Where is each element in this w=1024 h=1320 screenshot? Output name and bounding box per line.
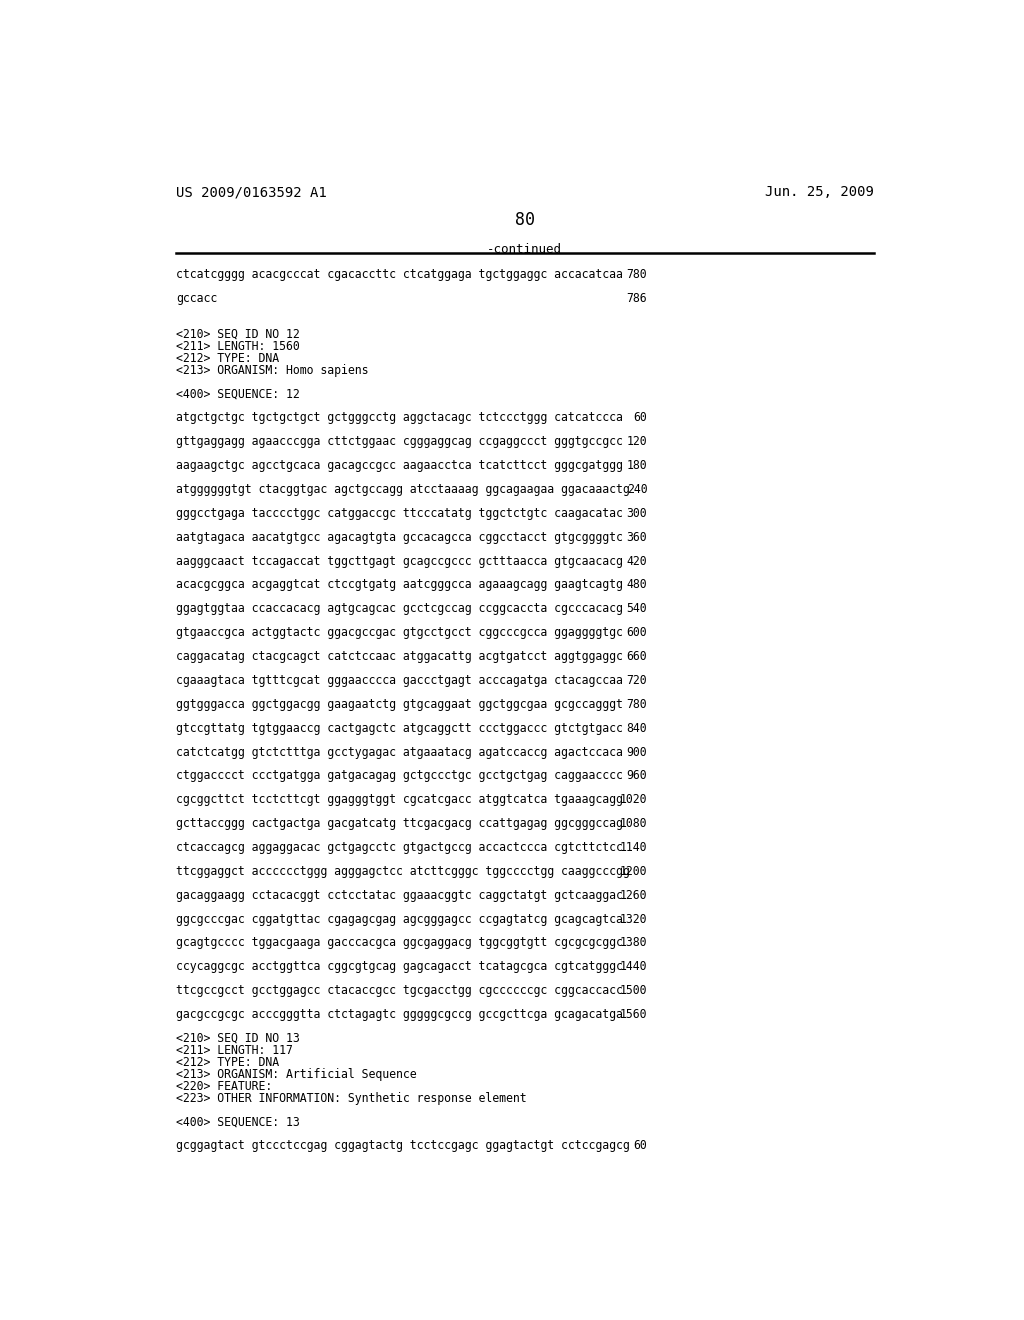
Text: 1320: 1320 [620, 912, 647, 925]
Text: <211> LENGTH: 117: <211> LENGTH: 117 [176, 1044, 293, 1057]
Text: <211> LENGTH: 1560: <211> LENGTH: 1560 [176, 339, 300, 352]
Text: <212> TYPE: DNA: <212> TYPE: DNA [176, 351, 280, 364]
Text: cgaaagtaca tgtttcgcat gggaacccca gaccctgagt acccagatga ctacagccaa: cgaaagtaca tgtttcgcat gggaacccca gaccctg… [176, 675, 623, 686]
Text: gacgccgcgc acccgggtta ctctagagtc gggggcgccg gccgcttcga gcagacatga: gacgccgcgc acccgggtta ctctagagtc gggggcg… [176, 1008, 623, 1022]
Text: gttgaggagg agaacccgga cttctggaac cgggaggcag ccgaggccct gggtgccgcc: gttgaggagg agaacccgga cttctggaac cgggagg… [176, 436, 623, 449]
Text: 786: 786 [627, 292, 647, 305]
Text: ggcgcccgac cggatgttac cgagagcgag agcgggagcc ccgagtatcg gcagcagtca: ggcgcccgac cggatgttac cgagagcgag agcggga… [176, 912, 623, 925]
Text: acacgcggca acgaggtcat ctccgtgatg aatcgggcca agaaagcagg gaagtcagtg: acacgcggca acgaggtcat ctccgtgatg aatcggg… [176, 578, 623, 591]
Text: 1080: 1080 [620, 817, 647, 830]
Text: gtccgttatg tgtggaaccg cactgagctc atgcaggctt ccctggaccc gtctgtgacc: gtccgttatg tgtggaaccg cactgagctc atgcagg… [176, 722, 623, 735]
Text: <223> OTHER INFORMATION: Synthetic response element: <223> OTHER INFORMATION: Synthetic respo… [176, 1092, 526, 1105]
Text: gcttaccggg cactgactga gacgatcatg ttcgacgacg ccattgagag ggcgggccag: gcttaccggg cactgactga gacgatcatg ttcgacg… [176, 817, 623, 830]
Text: 1020: 1020 [620, 793, 647, 807]
Text: US 2009/0163592 A1: US 2009/0163592 A1 [176, 185, 327, 199]
Text: ggagtggtaa ccaccacacg agtgcagcac gcctcgccag ccggcaccta cgcccacacg: ggagtggtaa ccaccacacg agtgcagcac gcctcgc… [176, 602, 623, 615]
Text: gacaggaagg cctacacggt cctcctatac ggaaacggtc caggctatgt gctcaaggac: gacaggaagg cctacacggt cctcctatac ggaaacg… [176, 888, 623, 902]
Text: -continued: -continued [487, 243, 562, 256]
Text: 60: 60 [634, 1139, 647, 1152]
Text: gccacc: gccacc [176, 292, 217, 305]
Text: atggggggtgt ctacggtgac agctgccagg atcctaaaag ggcagaagaa ggacaaactg: atggggggtgt ctacggtgac agctgccagg atccta… [176, 483, 630, 496]
Text: 1140: 1140 [620, 841, 647, 854]
Text: 600: 600 [627, 626, 647, 639]
Text: gtgaaccgca actggtactc ggacgccgac gtgcctgcct cggcccgcca ggaggggtgc: gtgaaccgca actggtactc ggacgccgac gtgcctg… [176, 626, 623, 639]
Text: ctcatcgggg acacgcccat cgacaccttc ctcatggaga tgctggaggc accacatcaa: ctcatcgggg acacgcccat cgacaccttc ctcatgg… [176, 268, 623, 281]
Text: <212> TYPE: DNA: <212> TYPE: DNA [176, 1056, 280, 1069]
Text: 80: 80 [515, 211, 535, 228]
Text: aatgtagaca aacatgtgcc agacagtgta gccacagcca cggcctacct gtgcggggtc: aatgtagaca aacatgtgcc agacagtgta gccacag… [176, 531, 623, 544]
Text: ccycaggcgc acctggttca cggcgtgcag gagcagacct tcatagcgca cgtcatgggc: ccycaggcgc acctggttca cggcgtgcag gagcaga… [176, 961, 623, 973]
Text: 1200: 1200 [620, 865, 647, 878]
Text: gcggagtact gtccctccgag cggagtactg tcctccgagc ggagtactgt cctccgagcg: gcggagtact gtccctccgag cggagtactg tcctcc… [176, 1139, 630, 1152]
Text: ggtgggacca ggctggacgg gaagaatctg gtgcaggaat ggctggcgaa gcgccagggt: ggtgggacca ggctggacgg gaagaatctg gtgcagg… [176, 698, 623, 710]
Text: 780: 780 [627, 698, 647, 710]
Text: ttcgccgcct gcctggagcc ctacaccgcc tgcgacctgg cgccccccgc cggcaccacc: ttcgccgcct gcctggagcc ctacaccgcc tgcgacc… [176, 985, 623, 997]
Text: 60: 60 [634, 412, 647, 424]
Text: 1560: 1560 [620, 1008, 647, 1022]
Text: gcagtgcccc tggacgaaga gacccacgca ggcgaggacg tggcggtgtt cgcgcgcggc: gcagtgcccc tggacgaaga gacccacgca ggcgagg… [176, 936, 623, 949]
Text: 960: 960 [627, 770, 647, 783]
Text: 720: 720 [627, 675, 647, 686]
Text: <210> SEQ ID NO 12: <210> SEQ ID NO 12 [176, 327, 300, 341]
Text: ttcggaggct acccccctggg agggagctcc atcttcgggc tggcccctgg caaggcccgg: ttcggaggct acccccctggg agggagctcc atcttc… [176, 865, 630, 878]
Text: <213> ORGANISM: Homo sapiens: <213> ORGANISM: Homo sapiens [176, 363, 369, 376]
Text: 660: 660 [627, 649, 647, 663]
Text: 360: 360 [627, 531, 647, 544]
Text: <400> SEQUENCE: 13: <400> SEQUENCE: 13 [176, 1115, 300, 1129]
Text: cgcggcttct tcctcttcgt ggagggtggt cgcatcgacc atggtcatca tgaaagcagg: cgcggcttct tcctcttcgt ggagggtggt cgcatcg… [176, 793, 623, 807]
Text: 780: 780 [627, 268, 647, 281]
Text: <400> SEQUENCE: 12: <400> SEQUENCE: 12 [176, 388, 300, 400]
Text: 1380: 1380 [620, 936, 647, 949]
Text: ctcaccagcg aggaggacac gctgagcctc gtgactgccg accactccca cgtcttctcc: ctcaccagcg aggaggacac gctgagcctc gtgactg… [176, 841, 623, 854]
Text: 180: 180 [627, 459, 647, 473]
Text: aagaagctgc agcctgcaca gacagccgcc aagaacctca tcatcttcct gggcgatggg: aagaagctgc agcctgcaca gacagccgcc aagaacc… [176, 459, 623, 473]
Text: Jun. 25, 2009: Jun. 25, 2009 [765, 185, 873, 199]
Text: atgctgctgc tgctgctgct gctgggcctg aggctacagc tctccctggg catcatccca: atgctgctgc tgctgctgct gctgggcctg aggctac… [176, 412, 623, 424]
Text: catctcatgg gtctctttga gcctygagac atgaaatacg agatccaccg agactccaca: catctcatgg gtctctttga gcctygagac atgaaat… [176, 746, 623, 759]
Text: ctggacccct ccctgatgga gatgacagag gctgccctgc gcctgctgag caggaacccc: ctggacccct ccctgatgga gatgacagag gctgccc… [176, 770, 623, 783]
Text: <210> SEQ ID NO 13: <210> SEQ ID NO 13 [176, 1032, 300, 1045]
Text: 240: 240 [627, 483, 647, 496]
Text: gggcctgaga tacccctggc catggaccgc ttcccatatg tggctctgtc caagacatac: gggcctgaga tacccctggc catggaccgc ttcccat… [176, 507, 623, 520]
Text: 420: 420 [627, 554, 647, 568]
Text: 300: 300 [627, 507, 647, 520]
Text: 840: 840 [627, 722, 647, 735]
Text: <220> FEATURE:: <220> FEATURE: [176, 1080, 272, 1093]
Text: 480: 480 [627, 578, 647, 591]
Text: <213> ORGANISM: Artificial Sequence: <213> ORGANISM: Artificial Sequence [176, 1068, 417, 1081]
Text: 120: 120 [627, 436, 647, 449]
Text: caggacatag ctacgcagct catctccaac atggacattg acgtgatcct aggtggaggc: caggacatag ctacgcagct catctccaac atggaca… [176, 649, 623, 663]
Text: 1500: 1500 [620, 985, 647, 997]
Text: 900: 900 [627, 746, 647, 759]
Text: 1260: 1260 [620, 888, 647, 902]
Text: aagggcaact tccagaccat tggcttgagt gcagccgccc gctttaacca gtgcaacacg: aagggcaact tccagaccat tggcttgagt gcagccg… [176, 554, 623, 568]
Text: 1440: 1440 [620, 961, 647, 973]
Text: 540: 540 [627, 602, 647, 615]
